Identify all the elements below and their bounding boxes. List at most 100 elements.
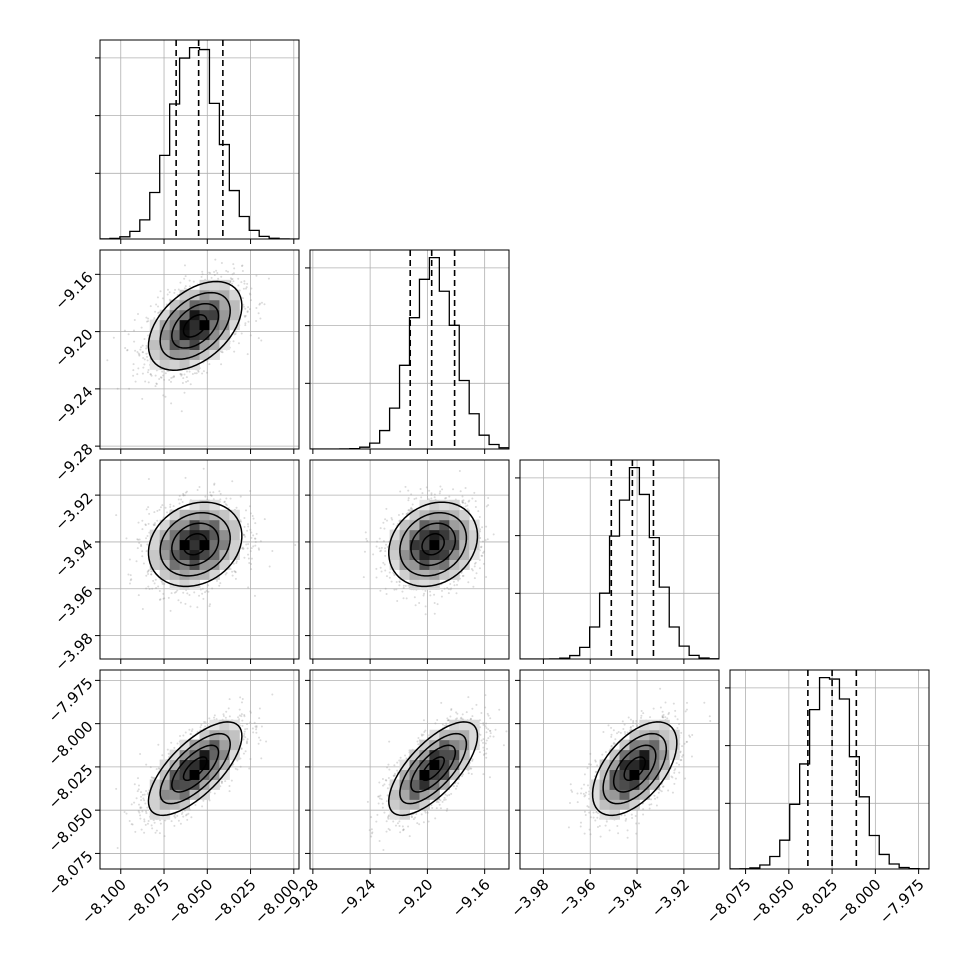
scatter-point xyxy=(196,489,199,492)
scatter-point xyxy=(241,547,244,550)
density-cell xyxy=(159,339,171,350)
density-cell xyxy=(199,349,210,360)
scatter-point xyxy=(143,363,146,366)
scatter-point xyxy=(243,715,246,718)
scatter-point xyxy=(467,581,470,584)
scatter-point xyxy=(255,532,258,535)
scatter-point xyxy=(202,799,205,802)
scatter-point xyxy=(209,494,212,497)
scatter-point xyxy=(130,803,133,806)
scatter-point xyxy=(239,495,242,498)
scatter-point xyxy=(123,810,126,813)
contour-line xyxy=(182,533,208,556)
density-cell xyxy=(209,319,220,331)
scatter-point xyxy=(191,728,194,731)
scatter-point xyxy=(139,806,142,809)
scatter-point xyxy=(461,501,464,504)
density-cell xyxy=(149,549,161,560)
panel-frame xyxy=(99,39,300,240)
panel-frame xyxy=(519,459,720,660)
scatter-point xyxy=(164,506,167,509)
scatter-point xyxy=(247,553,250,556)
density-cell xyxy=(179,309,191,321)
scatter-point xyxy=(240,265,243,268)
scatter-point xyxy=(241,724,244,727)
scatter-point xyxy=(250,568,253,571)
density-cell xyxy=(189,359,200,370)
scatter-point xyxy=(197,369,200,372)
scatter-point xyxy=(213,792,216,795)
scatter-point xyxy=(441,488,444,491)
scatter-point xyxy=(138,541,141,544)
density-cell xyxy=(209,539,220,551)
scatter-point xyxy=(461,500,464,503)
scatter-point xyxy=(241,264,244,267)
scatter-point xyxy=(243,714,246,717)
scatter-point xyxy=(390,517,393,520)
density-cell xyxy=(199,309,210,321)
scatter-point xyxy=(145,812,148,815)
density-cell xyxy=(199,759,210,770)
scatter-point xyxy=(174,288,177,291)
scatter-point xyxy=(457,579,460,582)
scatter-point xyxy=(153,821,156,824)
scatter-point xyxy=(237,716,240,719)
density-cell xyxy=(159,539,171,551)
scatter-point xyxy=(244,535,247,538)
density-cell xyxy=(169,549,181,560)
scatter-point xyxy=(414,604,417,607)
scatter-point xyxy=(221,780,224,783)
scatter-point xyxy=(481,554,484,557)
density-cell xyxy=(189,299,200,311)
scatter-point xyxy=(466,504,469,507)
scatter-point xyxy=(201,805,204,808)
scatter-point xyxy=(141,519,144,522)
density-panel-0-1 xyxy=(95,249,300,454)
density-cell xyxy=(179,529,191,541)
scatter-point xyxy=(159,290,162,293)
scatter-point xyxy=(215,269,218,272)
scatter-point xyxy=(246,310,249,313)
scatter-point xyxy=(294,544,297,547)
scatter-point xyxy=(398,581,401,584)
density-cell xyxy=(149,349,161,360)
scatter-point xyxy=(246,723,249,726)
scatter-point xyxy=(209,491,212,494)
density-cell xyxy=(159,519,171,531)
scatter-point xyxy=(207,584,210,587)
scatter-point xyxy=(453,584,456,587)
scatter-point xyxy=(230,779,233,782)
scatter-point xyxy=(190,733,193,736)
scatter-point xyxy=(139,348,142,351)
scatter-point xyxy=(234,577,237,580)
scatter-point xyxy=(191,372,194,375)
scatter-point xyxy=(370,835,373,838)
scatter-point xyxy=(251,515,254,518)
scatter-point xyxy=(145,587,148,590)
density-cell xyxy=(169,349,181,360)
scatter-point xyxy=(206,359,209,362)
scatter-point xyxy=(176,814,179,817)
scatter-point xyxy=(180,813,183,816)
scatter-point xyxy=(247,320,250,323)
scatter-point xyxy=(233,333,236,336)
scatter-point xyxy=(170,592,173,595)
density-cell xyxy=(149,319,161,331)
scatter-point xyxy=(445,497,448,500)
scatter-point xyxy=(248,562,251,565)
scatter-point xyxy=(213,716,216,719)
scatter-point xyxy=(184,602,187,605)
density-cell xyxy=(179,509,191,521)
scatter-point xyxy=(155,586,158,589)
scatter-point xyxy=(245,509,248,512)
scatter-point xyxy=(145,320,148,323)
scatter-point xyxy=(473,577,476,580)
scatter-point xyxy=(254,544,257,547)
scatter-point xyxy=(458,470,461,473)
scatter-point xyxy=(253,721,256,724)
scatter-point xyxy=(138,803,141,806)
scatter-point xyxy=(249,721,252,724)
density-cell xyxy=(229,539,240,551)
scatter-point xyxy=(449,582,452,585)
scatter-point xyxy=(154,385,157,388)
